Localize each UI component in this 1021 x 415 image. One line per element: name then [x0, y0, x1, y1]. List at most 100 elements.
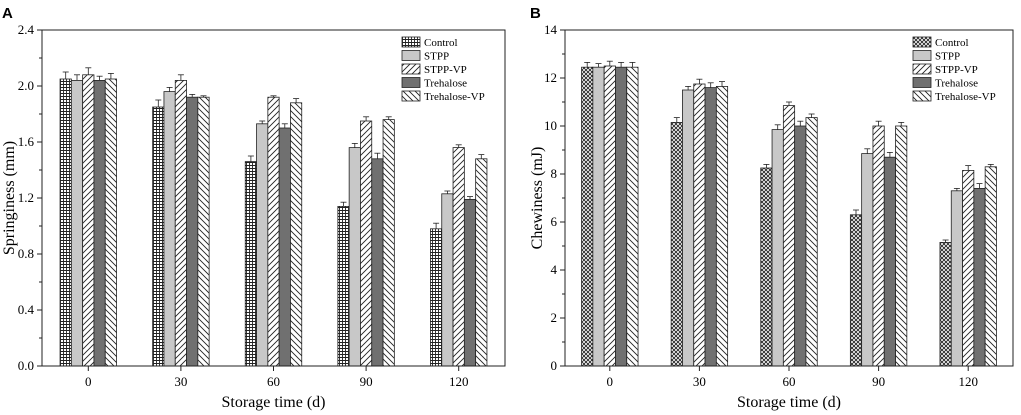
bar-stpp-30 — [682, 89, 695, 367]
legend-swatch-stpp-vp — [401, 63, 421, 75]
bar-stpp-60 — [256, 123, 269, 367]
y-tick-label: 0.0 — [18, 358, 34, 373]
x-tick-label: 120 — [449, 374, 469, 389]
bar-control-30 — [670, 122, 683, 367]
legend-swatch-stpp — [401, 50, 421, 61]
legend-label-control: Control — [935, 37, 969, 49]
bar-trehalose-vp-90 — [895, 125, 908, 367]
bar-trehalose-vp-120 — [475, 158, 488, 367]
legend-swatch-trehalose-vp — [912, 90, 932, 102]
bar-control-0 — [581, 66, 594, 367]
y-axis-title: Chewiness (mJ) — [529, 147, 546, 250]
bar-trehalose-vp-120 — [984, 166, 997, 367]
legend-label-stpp-vp: STPP-VP — [424, 64, 467, 76]
y-tick-label: 4 — [551, 262, 558, 277]
legend-swatch-trehalose-vp — [401, 90, 421, 102]
bar-stpp-0 — [70, 80, 84, 367]
legend-label-trehalose: Trehalose — [935, 78, 978, 90]
legend-swatch-control — [401, 36, 421, 48]
legend-label-stpp-vp: STPP-VP — [935, 64, 978, 76]
bar-trehalose-120 — [463, 198, 477, 367]
bar-trehalose-vp-60 — [805, 117, 818, 367]
bar-trehalose-90 — [371, 158, 384, 367]
y-tick-label: 1.2 — [18, 190, 34, 205]
y-tick-label: 12 — [544, 70, 557, 85]
x-tick-label: 30 — [693, 374, 706, 389]
bar-trehalose-60 — [794, 125, 807, 367]
bar-stpp-vp-30 — [693, 83, 706, 367]
legend-label-trehalose-vp: Trehalose-VP — [935, 91, 996, 103]
bar-stpp-vp-90 — [872, 125, 885, 367]
bar-stpp-90 — [348, 147, 361, 367]
x-tick-label: 0 — [607, 374, 614, 389]
bar-stpp-vp-90 — [360, 120, 373, 367]
legend-label-trehalose-vp: Trehalose-VP — [424, 91, 485, 103]
panel-b-label: B — [530, 5, 541, 22]
x-tick-label: 90 — [360, 374, 373, 389]
bar-trehalose-vp-30 — [197, 96, 210, 367]
bar-stpp-90 — [861, 153, 874, 367]
bar-stpp-vp-120 — [452, 147, 465, 367]
y-tick-label: 0.8 — [18, 246, 34, 261]
bar-control-120 — [939, 241, 952, 367]
bar-control-90 — [337, 205, 350, 367]
bar-trehalose-0 — [93, 80, 106, 367]
x-tick-label: 60 — [783, 374, 796, 389]
legend-swatch-trehalose — [912, 77, 932, 88]
x-tick-label: 60 — [267, 374, 280, 389]
y-tick-label: 2.4 — [18, 22, 35, 37]
bar-stpp-0 — [592, 66, 605, 367]
bar-control-60 — [760, 167, 773, 367]
y-axis-title: Springiness (mm) — [1, 141, 18, 255]
bar-stpp-vp-30 — [174, 80, 187, 367]
y-tick-label: 2.0 — [18, 78, 34, 93]
bar-control-30 — [152, 106, 165, 367]
bar-trehalose-vp-0 — [626, 66, 639, 367]
chewiness-chart: 0 2 4 6 8 10 12 14 0 30 60 90 120 Storage time (d) Che… — [529, 22, 1014, 411]
bar-trehalose-120 — [973, 187, 986, 367]
y-tick-label: 0 — [551, 358, 558, 373]
legend-label-stpp: STPP — [424, 51, 449, 63]
bar-trehalose-90 — [883, 156, 896, 367]
bar-trehalose-30 — [186, 96, 199, 367]
y-tick-label: 14 — [544, 22, 558, 37]
bar-trehalose-60 — [278, 127, 291, 367]
legend-swatch-stpp-vp — [912, 63, 932, 75]
bar-trehalose-vp-60 — [290, 102, 303, 367]
bar-stpp-vp-120 — [962, 169, 975, 367]
bar-control-120 — [430, 228, 443, 367]
springiness-chart: 0.0 0.4 0.8 1.2 1.6 2.0 2.4 0 30 60 90 120 Storage t… — [1, 22, 506, 411]
bar-stpp-vp-60 — [267, 96, 280, 367]
bar-stpp-120 — [441, 193, 454, 367]
x-axis-title: Storage time (d) — [222, 394, 326, 411]
bar-trehalose-30 — [704, 87, 717, 367]
bar-stpp-vp-0 — [603, 65, 616, 367]
y-tick-label: 8 — [551, 166, 558, 181]
y-tick-label: 2 — [551, 310, 558, 325]
bar-stpp-vp-0 — [82, 74, 95, 367]
legend-label-control: Control — [424, 37, 458, 49]
y-tick-label: 10 — [544, 118, 557, 133]
bar-trehalose-vp-0 — [104, 78, 117, 367]
bar-stpp-120 — [950, 190, 963, 367]
bar-trehalose-0 — [615, 66, 628, 367]
panel-a-label: A — [2, 5, 13, 22]
legend-label-trehalose: Trehalose — [424, 78, 467, 90]
x-tick-label: 0 — [85, 374, 92, 389]
bar-trehalose-vp-90 — [382, 119, 395, 367]
bar-stpp-60 — [771, 129, 784, 367]
legend-swatch-control — [912, 36, 932, 48]
y-tick-label: 1.6 — [18, 134, 35, 149]
y-tick-label: 0.4 — [18, 302, 35, 317]
x-tick-label: 90 — [872, 374, 885, 389]
legend-label-stpp: STPP — [935, 51, 960, 63]
bar-control-60 — [244, 161, 257, 367]
y-tick-label: 6 — [551, 214, 558, 229]
bar-trehalose-vp-30 — [715, 86, 729, 367]
bar-stpp-vp-60 — [782, 105, 796, 367]
bar-stpp-30 — [163, 91, 176, 367]
x-tick-label: 30 — [174, 374, 187, 389]
